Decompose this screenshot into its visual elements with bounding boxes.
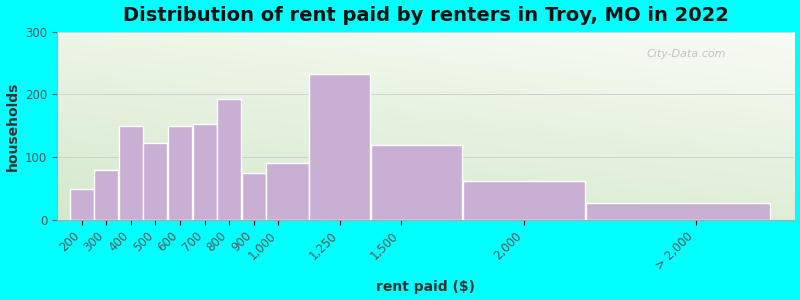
Bar [266,164,309,220]
Bar [370,145,462,220]
Bar [118,126,143,220]
X-axis label: rent paid ($): rent paid ($) [376,280,475,294]
Y-axis label: households: households [6,81,19,170]
Bar [94,170,118,220]
Bar [242,173,266,220]
Bar [70,189,94,220]
Bar [310,74,370,220]
Bar [168,126,192,220]
Bar [463,181,586,220]
Bar [143,143,167,220]
Title: Distribution of rent paid by renters in Troy, MO in 2022: Distribution of rent paid by renters in … [123,6,729,25]
Bar [586,203,770,220]
Text: City-Data.com: City-Data.com [647,49,726,59]
Bar [217,99,241,220]
Bar [193,124,217,220]
